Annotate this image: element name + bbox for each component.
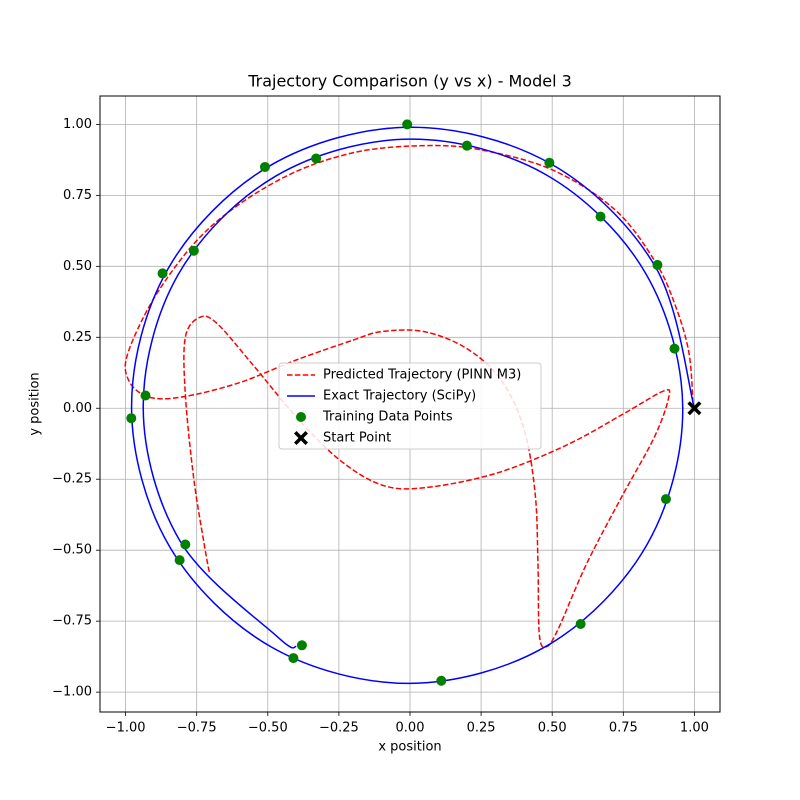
data-point	[575, 619, 586, 629]
data-point	[188, 245, 199, 256]
x-tick-label: 0.25	[467, 721, 496, 736]
series-line	[130, 126, 696, 685]
chart-title: Trajectory Comparison (y vs x) - Model 3	[247, 72, 572, 91]
data-point	[544, 157, 555, 168]
y-tick-label: 0.75	[63, 188, 92, 203]
x-tick-label: 1.00	[680, 721, 709, 736]
y-tick-label: 0.00	[63, 401, 92, 416]
data-point	[180, 539, 191, 550]
data-point	[595, 211, 606, 222]
data-point	[288, 653, 299, 664]
y-tick-label: −1.00	[52, 685, 92, 700]
x-tick-label: −0.75	[177, 721, 217, 736]
data-point	[174, 555, 185, 566]
data-point	[259, 161, 270, 172]
x-tick-label: −1.00	[106, 721, 146, 736]
data-point	[660, 494, 671, 505]
y-axis-label: y position	[28, 372, 43, 435]
x-tick-label: 0.00	[396, 721, 425, 736]
data-point	[126, 413, 137, 424]
y-tick-label: 1.00	[63, 117, 92, 132]
axes-frame	[99, 95, 721, 713]
y-tick-label: 0.50	[63, 259, 92, 274]
legend-label: Predicted Trajectory (PINN M3)	[323, 368, 521, 383]
x-tick-label: −0.50	[248, 721, 288, 736]
x-tick-label: −0.25	[319, 721, 359, 736]
legend-label: Training Data Points	[322, 410, 453, 425]
data-point	[652, 259, 663, 270]
data-point	[461, 140, 472, 151]
data-point	[157, 268, 168, 279]
y-tick-label: −0.50	[52, 543, 92, 558]
data-point	[436, 675, 447, 686]
y-tick-label: −0.75	[52, 614, 92, 629]
data-point	[402, 119, 413, 130]
data-point	[296, 640, 307, 651]
legend-swatch	[296, 412, 306, 422]
data-point	[140, 390, 151, 401]
legend-box	[278, 362, 542, 450]
x-tick-label: 0.75	[609, 721, 638, 736]
start-marker	[687, 401, 702, 416]
legend-swatch	[294, 431, 308, 445]
x-tick-label: 0.50	[538, 721, 567, 736]
legend: Predicted Trajectory (PINN M3) Exact Traj…	[278, 362, 542, 450]
data-point	[669, 343, 680, 354]
legend-label: Exact Trajectory (SciPy)	[323, 389, 476, 404]
y-tick-label: −0.25	[52, 472, 92, 487]
data-point	[311, 153, 322, 164]
x-axis-label: x position	[378, 740, 441, 755]
legend-label: Start Point	[323, 431, 391, 446]
y-tick-label: 0.25	[63, 330, 92, 345]
